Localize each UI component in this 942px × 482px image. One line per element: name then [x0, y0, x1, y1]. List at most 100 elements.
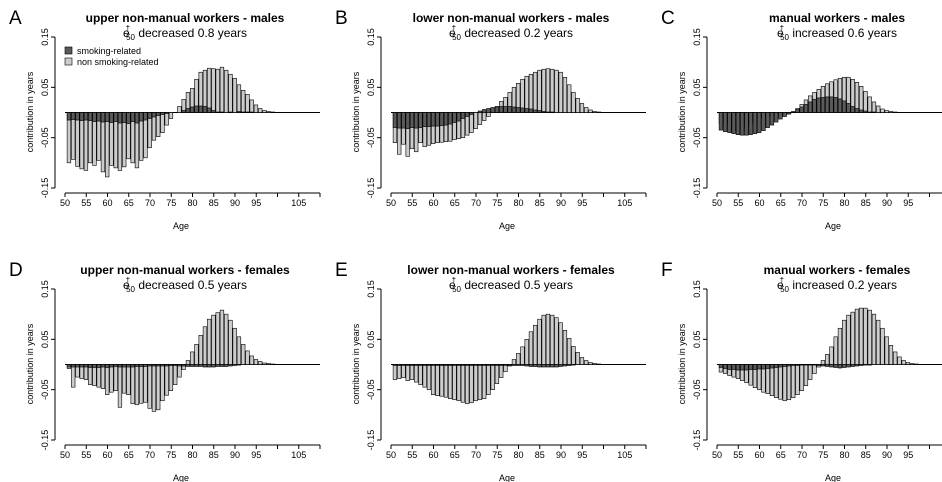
- y-tick-label: 0.15: [692, 280, 702, 298]
- y-axis-label: contribution in years: [25, 323, 35, 404]
- bar-smoking: [735, 364, 741, 371]
- bar-non-smoking: [778, 364, 783, 400]
- bar-non-smoking: [524, 339, 529, 365]
- bar-smoking: [482, 109, 487, 113]
- x-tick-label: 90: [882, 450, 892, 460]
- bar-smoking: [109, 112, 114, 123]
- bar-smoking: [837, 98, 843, 113]
- bar-smoking: [769, 112, 775, 126]
- bar-smoking: [808, 364, 813, 366]
- y-tick-label: 0.15: [40, 28, 50, 46]
- subtitle-dagger: †: [780, 276, 784, 285]
- bar-smoking: [735, 112, 741, 135]
- bar-non-smoking: [537, 318, 542, 365]
- bar-smoking: [215, 111, 220, 113]
- bar-smoking: [524, 364, 529, 367]
- bar-non-smoking: [405, 364, 410, 381]
- subtitle-dagger: †: [780, 24, 784, 33]
- y-tick-label: -0.05: [692, 127, 702, 148]
- bar-smoking: [465, 112, 470, 117]
- bar-smoking: [825, 364, 830, 367]
- bar-smoking: [795, 364, 800, 366]
- bar-smoking: [66, 364, 72, 368]
- bar-non-smoking: [253, 104, 259, 113]
- bar-smoking: [850, 106, 855, 113]
- x-tick-label: 85: [209, 450, 219, 460]
- subtitle-subscript: 50: [126, 285, 135, 294]
- bar-non-smoking: [795, 364, 800, 396]
- legend-swatch-non-smoking: [64, 57, 73, 66]
- bar-non-smoking: [241, 344, 246, 365]
- bar-smoking: [401, 112, 406, 129]
- bar-smoking: [782, 112, 787, 117]
- bar-non-smoking: [893, 351, 898, 365]
- bar-non-smoking: [888, 111, 894, 113]
- bar-non-smoking: [236, 336, 242, 365]
- bar-non-smoking: [249, 355, 254, 365]
- bar-non-smoking: [126, 364, 131, 396]
- bar-non-smoking: [846, 314, 851, 365]
- bar-smoking: [439, 364, 444, 366]
- bar-non-smoking: [443, 364, 449, 398]
- bar-smoking: [748, 112, 753, 135]
- bar-non-smoking: [871, 101, 877, 113]
- bar-non-smoking: [168, 364, 174, 391]
- y-axis-label: contribution in years: [677, 323, 687, 404]
- bar-non-smoking: [105, 112, 110, 178]
- bar-smoking: [761, 364, 766, 370]
- bar-non-smoking: [96, 364, 101, 388]
- bar-smoking: [202, 364, 208, 368]
- bar-non-smoking: [876, 319, 881, 365]
- bar-smoking: [79, 364, 84, 368]
- bar-smoking: [147, 112, 152, 119]
- bar-non-smoking: [397, 364, 402, 379]
- bar-smoking: [392, 364, 398, 366]
- bar-non-smoking: [219, 309, 225, 365]
- bar-non-smoking: [562, 76, 568, 113]
- panel-subtitle: e† 50 decreased 0.5 years: [123, 276, 247, 294]
- bar-non-smoking: [825, 354, 830, 365]
- bar-smoking: [859, 109, 864, 113]
- x-tick-label: 65: [450, 450, 460, 460]
- bar-non-smoking: [262, 362, 267, 365]
- bar-non-smoking: [232, 327, 237, 365]
- bar-non-smoking: [842, 319, 847, 365]
- y-tick-label: -0.15: [692, 178, 702, 199]
- bar-smoking: [405, 112, 410, 129]
- bar-smoking: [151, 112, 157, 118]
- bar-non-smoking: [799, 364, 804, 391]
- bar-non-smoking: [833, 336, 838, 365]
- bar-smoking: [422, 112, 427, 127]
- x-tick-label: 75: [166, 198, 176, 208]
- bar-smoking: [782, 364, 787, 367]
- y-tick-label: 0.05: [692, 79, 702, 97]
- bar-smoking: [854, 364, 860, 367]
- panel-letter: E: [335, 260, 348, 281]
- bar-non-smoking: [876, 105, 881, 113]
- bar-smoking: [516, 107, 521, 113]
- bar-non-smoking: [528, 73, 534, 113]
- bar-non-smoking: [897, 356, 902, 365]
- x-axis-label: Age: [173, 221, 189, 231]
- bar-smoking: [109, 364, 114, 368]
- bar-smoking: [190, 106, 195, 113]
- y-axis-label: contribution in years: [25, 71, 35, 152]
- bar-non-smoking: [558, 322, 563, 365]
- bar-smoking: [850, 364, 855, 367]
- bar-non-smoking: [71, 364, 76, 388]
- bar-smoking: [846, 103, 851, 113]
- bar-non-smoking: [829, 346, 834, 365]
- x-tick-label: 95: [577, 198, 587, 208]
- y-tick-label: 0.05: [692, 331, 702, 349]
- panel-letter: F: [661, 260, 673, 281]
- bar-smoking: [469, 112, 474, 115]
- bar-non-smoking: [782, 364, 787, 402]
- bar-smoking: [117, 364, 123, 368]
- bar-smoking: [418, 364, 423, 366]
- bar-smoking: [723, 112, 728, 132]
- subtitle-subscript: 50: [452, 33, 461, 42]
- bar-non-smoking: [473, 112, 478, 129]
- bar-smoking: [185, 364, 191, 367]
- subtitle-e: e: [123, 278, 130, 292]
- y-tick-label: -0.15: [366, 430, 376, 451]
